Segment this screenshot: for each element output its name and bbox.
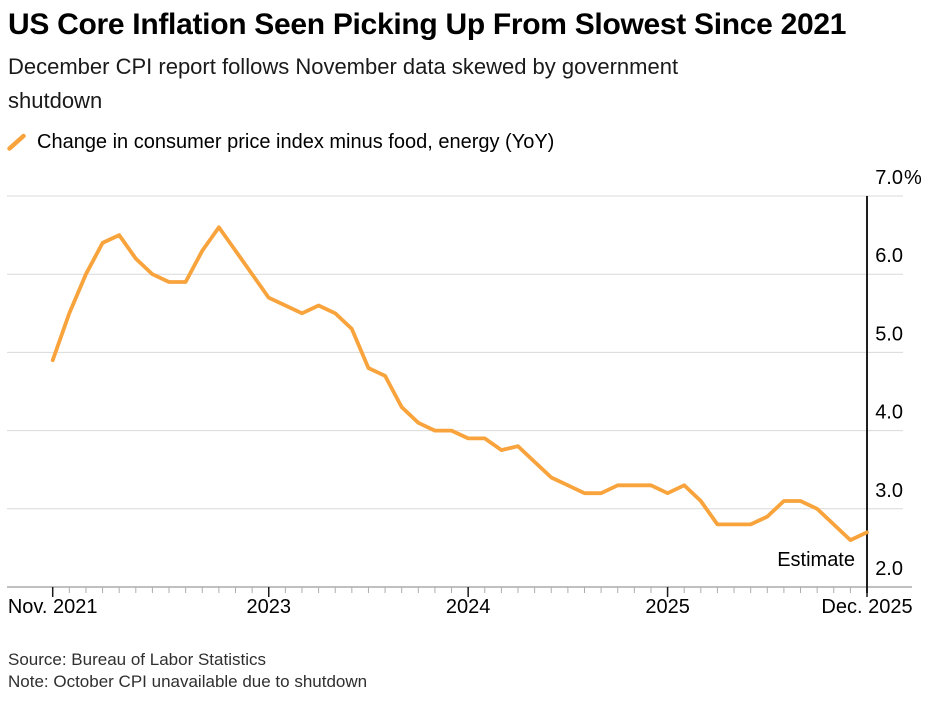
legend-line-marker-icon: [7, 133, 26, 151]
y-axis-label-3.0: 3.0: [875, 480, 903, 502]
legend-series-label: Change in consumer price index minus foo…: [37, 131, 555, 153]
x-axis-label-2024: 2024: [446, 596, 491, 618]
y-axis-label-5.0: 5.0: [875, 323, 903, 345]
y-axis-label-6.0: 6.0: [875, 245, 903, 267]
chart-subtitle: December CPI report follows November dat…: [8, 54, 679, 113]
y-axis-unit-suffix: %: [904, 167, 922, 189]
line-chart-canvas: 7.0 % 6.0 5.0 4.0 3.0 2.0 Nov. 2021 2023 2024 2025…: [7, 167, 922, 618]
data-line-core-cpi: [50, 225, 869, 542]
x-axis-label-2025: 2025: [645, 596, 690, 618]
source-text: Source: Bureau of Labor Statistics: [8, 650, 266, 669]
chart-legend: Change in consumer price index minus foo…: [7, 131, 554, 154]
note-text: Note: October CPI unavailable due to shu…: [8, 672, 368, 691]
x-axis-label-Nov-2021: Nov. 2021: [8, 596, 98, 618]
x-axis-label-Dec-2025: Dec. 2025: [821, 596, 912, 618]
estimate-label: Estimate: [777, 549, 855, 571]
y-axis-label-4.0: 4.0: [875, 402, 903, 424]
y-axis-label-2.0: 2.0: [875, 558, 903, 580]
chart-footer: Source: Bureau of Labor Statistics Note:…: [8, 649, 367, 693]
x-axis-label-2023: 2023: [246, 596, 291, 618]
chart-title: US Core Inflation Seen Picking Up From S…: [8, 8, 847, 41]
y-axis-label-7.0: 7.0: [875, 167, 903, 189]
